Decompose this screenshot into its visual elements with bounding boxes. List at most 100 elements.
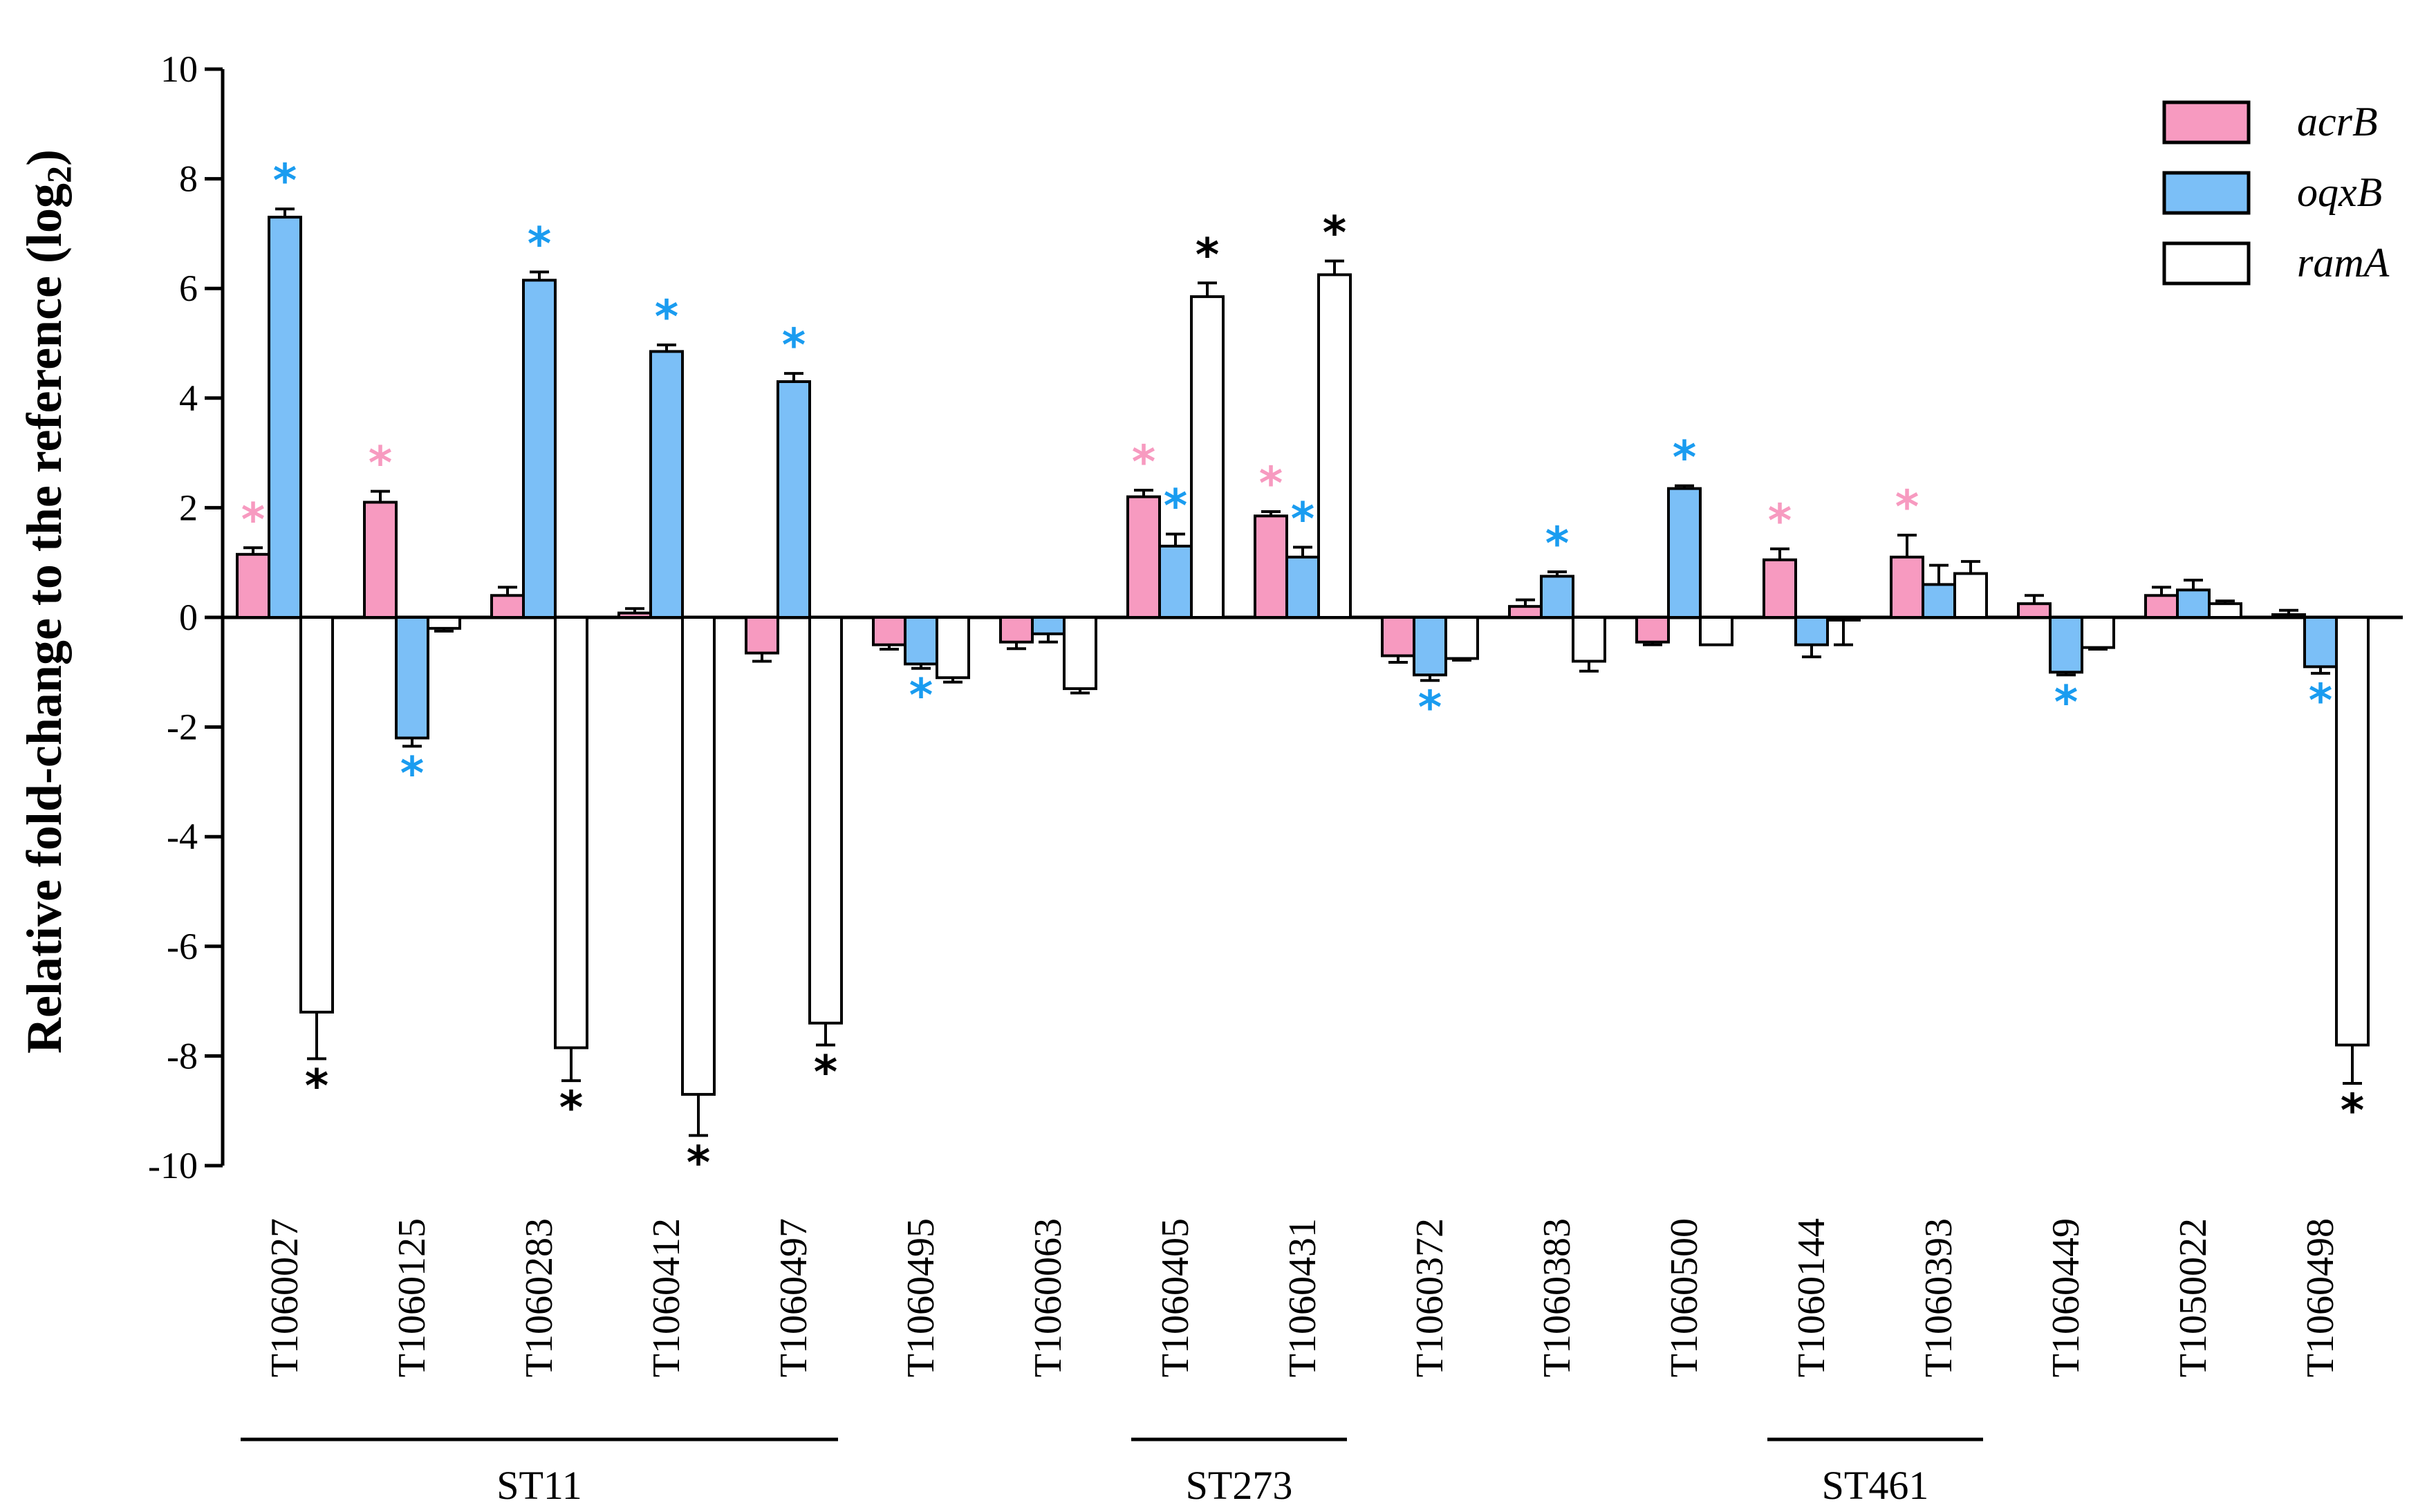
- significance-star-oqxB-T1060412: *: [655, 290, 679, 344]
- bar-oqxB-T1060283: [522, 279, 557, 619]
- y-tick-label: 10: [160, 48, 198, 90]
- bar-oqxB-T1060412: [649, 350, 684, 619]
- bar-ramA-T1060405: [1190, 295, 1225, 619]
- significance-star-acrB-T1060405: *: [1132, 436, 1156, 489]
- bar-ramA-T1060383: [1572, 616, 1606, 663]
- legend-label-oqxB: oqxB: [2297, 169, 2382, 215]
- significance-star-oqxB-T1060431: *: [1291, 492, 1315, 545]
- y-tick-label: -6: [167, 926, 198, 967]
- significance-star-oqxB-T1060497: *: [782, 319, 806, 372]
- bar-ramA-T1060063: [1063, 616, 1097, 691]
- significance-star-oqxB-T1060495: *: [909, 669, 933, 722]
- bar-ramA-T1060283: [554, 616, 588, 1049]
- significance-star-ramA-T1060405: *: [1196, 228, 1220, 281]
- significance-star-ramA-T1060027: *: [305, 1059, 329, 1112]
- bar-oqxB-T1060495: [904, 616, 938, 666]
- y-tick-label: -4: [167, 816, 198, 857]
- x-tick-label-T1060431: T1060431: [1281, 1218, 1324, 1377]
- significance-star-ramA-T1060283: *: [559, 1081, 584, 1135]
- x-tick-label-T1060383: T1060383: [1536, 1218, 1579, 1377]
- significance-star-oqxB-T1060405: *: [1164, 479, 1188, 532]
- bar-ramA-T1060500: [1699, 616, 1733, 646]
- x-tick-label-T1060393: T1060393: [1917, 1218, 1960, 1377]
- x-tick-label-T1060125: T1060125: [391, 1218, 434, 1377]
- x-tick-label-T1060283: T1060283: [518, 1218, 561, 1377]
- y-axis: 10 8 6 4 2 0 -2 -4 -6 -8 -10: [148, 48, 225, 1186]
- bar-ramA-T1060498: [2335, 616, 2370, 1047]
- y-tick-label: 2: [179, 487, 198, 528]
- legend-swatch-ramA: [2162, 241, 2251, 286]
- bar-ramA-T1060431: [1317, 273, 1352, 619]
- y-axis-label-subscript: 2: [39, 166, 78, 183]
- significance-star-ramA-T1060431: *: [1323, 207, 1347, 260]
- bar-oqxB-T1060393: [1922, 583, 1956, 619]
- x-axis-labels: T1060027 T1060125 T1060283 T1060412 T1060497…: [263, 1218, 2342, 1377]
- bar-oqxB-T1060500: [1667, 487, 1702, 619]
- bar-oqxB-T1060498: [2303, 616, 2338, 669]
- significance-star-oqxB-T1060498: *: [2309, 674, 2333, 727]
- bar-acrB-T1060063: [999, 616, 1034, 644]
- bar-ramA-T1060372: [1444, 616, 1479, 660]
- group-label-ST11: ST11: [496, 1463, 582, 1508]
- y-axis-label-close: ): [17, 149, 72, 166]
- bar-oqxB-T1060144: [1794, 616, 1829, 646]
- y-tick-label: -8: [167, 1035, 198, 1076]
- significance-star-oqxB-T1060027: *: [273, 154, 297, 207]
- bar-acrB-T1060027: [236, 552, 270, 619]
- bar-acrB-T1060383: [1508, 605, 1543, 619]
- significance-star-oqxB-T1060125: *: [400, 747, 425, 800]
- significance-star-oqxB-T1060283: *: [528, 217, 552, 270]
- legend-swatch-oqxB: [2162, 171, 2251, 215]
- bar-ramA-T1060393: [1953, 572, 1988, 619]
- bar-acrB-T1060372: [1381, 616, 1415, 657]
- significance-star-ramA-T1060497: *: [814, 1046, 838, 1099]
- x-tick-label-T1060498: T1060498: [2299, 1218, 2342, 1377]
- legend-label-ramA: ramA: [2297, 240, 2390, 286]
- group-label-ST461: ST461: [1822, 1463, 1929, 1508]
- bar-acrB-T1060498: [2271, 613, 2306, 619]
- bar-ramA-T1060144: [1826, 616, 1861, 622]
- x-tick-label-T1060497: T1060497: [772, 1218, 815, 1377]
- group-brackets: ST11 ST273 ST461: [241, 1437, 1983, 1508]
- x-tick-label-T1060500: T1060500: [1663, 1218, 1706, 1377]
- bar-acrB-T1060431: [1254, 514, 1288, 619]
- bars: [236, 207, 2370, 1137]
- bar-acrB-T1060125: [363, 501, 398, 619]
- x-tick-label-T1060412: T1060412: [645, 1218, 688, 1377]
- significance-star-oqxB-T1060383: *: [1545, 517, 1570, 570]
- y-axis-label: Relative fold-change to the reference (l…: [17, 149, 78, 1054]
- x-tick-label-T1060495: T1060495: [900, 1218, 942, 1377]
- y-tick-label: -2: [167, 707, 198, 748]
- significance-star-oqxB-T1060449: *: [2054, 675, 2079, 729]
- bar-oqxB-T1060449: [2049, 616, 2083, 674]
- significance-star-acrB-T1060393: *: [1895, 480, 1919, 534]
- bar-acrB-T1060405: [1126, 495, 1161, 619]
- bar-acrB-T1060144: [1763, 558, 1797, 619]
- bar-acrB-T1060500: [1635, 616, 1670, 644]
- y-tick-label: 6: [179, 268, 198, 309]
- bar-acrB-T1060495: [872, 616, 906, 646]
- bar-acrB-T1060449: [2017, 602, 2052, 619]
- bar-ramA-T1060125: [427, 616, 461, 630]
- bar-acrB-T1060283: [490, 594, 525, 619]
- group-label-ST273: ST273: [1186, 1463, 1293, 1508]
- bar-ramA-T1050022: [2208, 602, 2242, 619]
- x-tick-label-T1050022: T1050022: [2172, 1218, 2215, 1377]
- significance-star-acrB-T1060125: *: [369, 437, 393, 490]
- significance-star-ramA-T1060412: *: [687, 1136, 711, 1189]
- bar-ramA-T1060497: [808, 616, 843, 1025]
- bar-acrB-T1060497: [745, 616, 779, 655]
- bar-oqxB-T1060372: [1413, 616, 1447, 677]
- significance-star-acrB-T1060431: *: [1259, 457, 1283, 510]
- significance-star-oqxB-T1060500: *: [1673, 431, 1697, 485]
- legend-swatch-acrB: [2162, 100, 2251, 144]
- y-tick-label: -10: [148, 1145, 198, 1186]
- bar-oqxB-T1060497: [777, 380, 811, 619]
- x-tick-label-T1060027: T1060027: [263, 1218, 306, 1377]
- x-tick-label-T1060063: T1060063: [1027, 1218, 1070, 1377]
- bar-acrB-T1060412: [617, 611, 652, 619]
- bar-oqxB-T1060125: [395, 616, 429, 740]
- significance-star-acrB-T1060027: *: [241, 493, 266, 546]
- significance-markers: * * * * * * * * * * * * * * * * * * * * * * * * * *: [241, 154, 2365, 1189]
